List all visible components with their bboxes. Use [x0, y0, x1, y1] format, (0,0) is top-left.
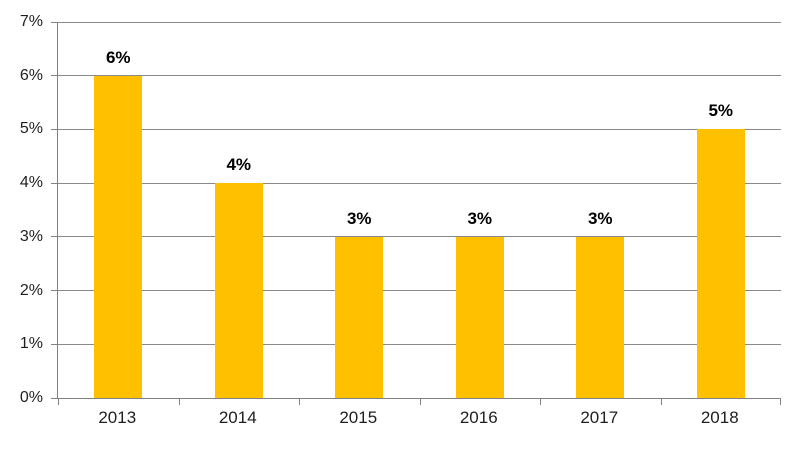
bar-2017 [576, 236, 625, 398]
y-axis-tick-label: 3% [19, 227, 43, 245]
y-axis-tick-label: 2% [19, 281, 43, 299]
category-slot: 4% [179, 22, 300, 398]
bar-2013 [94, 75, 143, 398]
y-axis-tick-label: 0% [19, 389, 43, 406]
bar-2015 [335, 236, 384, 398]
y-axis-tick-mark [51, 397, 58, 399]
category-slot: 6% [58, 22, 179, 398]
y-axis-tick-mark [51, 182, 58, 184]
bar-value-label: 6% [105, 47, 131, 67]
y-axis-tick-label: 4% [19, 174, 43, 192]
y-axis-tick-mark [51, 75, 58, 77]
y-axis-tick-label: 5% [19, 120, 43, 138]
x-axis-tick-label: 2015 [339, 408, 378, 427]
x-axis-tick-label: 2017 [580, 408, 619, 427]
category-slot: 5% [661, 22, 782, 398]
y-axis-tick-label: 1% [19, 335, 43, 353]
x-axis-tick-mark [419, 399, 421, 405]
category-slot: 3% [299, 22, 420, 398]
category-slot: 3% [540, 22, 661, 398]
y-axis-tick-mark [51, 290, 58, 292]
bar-2018 [696, 129, 745, 398]
y-axis-tick-label: 6% [19, 66, 43, 84]
y-axis-tick-mark [51, 343, 58, 345]
bar-2014 [214, 183, 263, 398]
y-axis: 0% 1% 2% 3% 4% 5% 6% 7% [0, 13, 43, 406]
y-axis-tick-label: 7% [19, 13, 43, 30]
bar-value-label: 3% [587, 208, 613, 228]
x-axis-tick-label: 2014 [218, 408, 257, 427]
x-axis-tick-mark [58, 399, 59, 405]
x-axis-tick-label: 2013 [98, 408, 137, 427]
gridline [58, 343, 781, 345]
gridline [58, 128, 781, 130]
x-axis-tick-mark [299, 399, 300, 405]
x-axis-tick-mark [178, 399, 180, 405]
x-axis-tick-label: 2018 [700, 408, 739, 427]
x-axis-tick-mark [660, 399, 662, 405]
category-slot: 3% [420, 22, 541, 398]
plot-area: 6% 4% 3% 3% 3% 5% [51, 21, 782, 405]
bar-value-label: 3% [467, 208, 493, 228]
x-axis-tick-label: 2016 [459, 408, 498, 427]
gridline [58, 290, 781, 292]
gridline [58, 75, 781, 77]
gridline [58, 182, 781, 184]
y-axis-tick-mark [51, 128, 58, 130]
bar-2016 [455, 236, 504, 398]
x-axis: 2013 2014 2015 2016 2017 2018 [57, 407, 780, 431]
bar-value-label: 4% [226, 155, 252, 175]
gridline [58, 21, 781, 23]
x-axis-tick-mark [540, 399, 541, 405]
gridline [58, 236, 781, 238]
y-axis-tick-mark [51, 21, 58, 23]
bar-value-label: 3% [346, 208, 372, 228]
x-axis-tick-mark [780, 399, 781, 405]
y-axis-tick-mark [51, 236, 58, 238]
bar-value-label: 5% [708, 101, 734, 121]
